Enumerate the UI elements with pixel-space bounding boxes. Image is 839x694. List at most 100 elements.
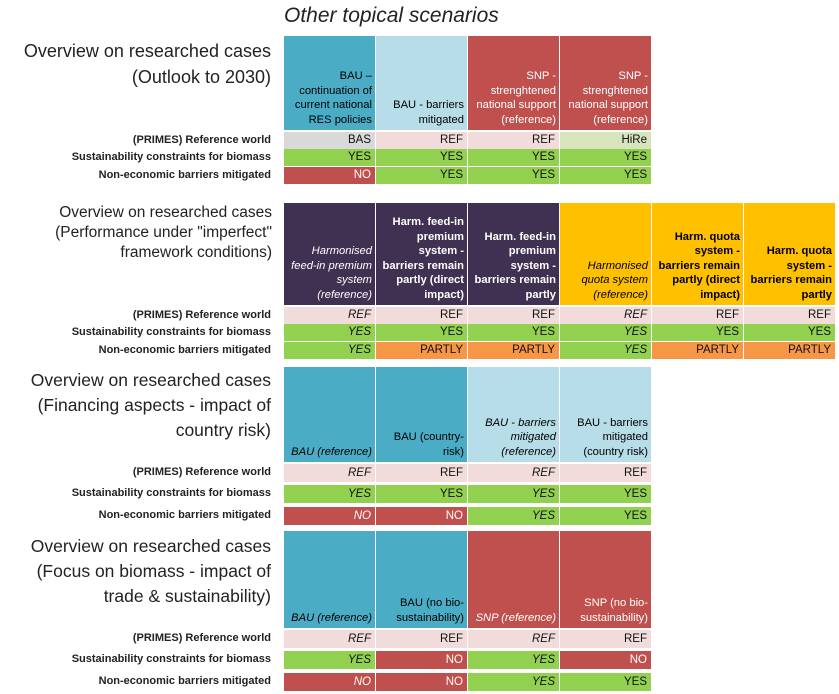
scenario-header-cell: BAU - barriers mitigated [376,36,468,130]
value-cell: REF [284,307,376,324]
scenario-header-text: Harmonised quota system (reference) [581,259,648,301]
value-cell: NO [560,651,652,669]
value-cell: REF [560,630,652,648]
value-cell: PARTLY [744,342,836,359]
value-cell: YES [560,485,652,503]
row-label: (PRIMES) Reference world [132,134,271,146]
section-title: Overview on researched cases (Financing … [30,370,271,440]
value-cell: REF [468,630,560,648]
value-cell: YES [560,149,652,166]
value-cell: YES [284,324,376,341]
value-cell: REF [376,132,468,149]
value-cell: YES [284,149,376,166]
scenario-header-cell: Harmonised feed-in premium system (refer… [284,203,376,305]
section-title: Overview on researched cases (Focus on b… [30,536,271,606]
scenario-header-text: Harm. quota system - barriers remain par… [658,230,740,301]
value-cell: YES [560,167,652,184]
row-label: Sustainability constraints for biomass [71,151,271,163]
value-cell: REF [468,132,560,149]
value-cell: YES [284,342,376,359]
scenario-header-text: BAU (reference) [291,611,372,624]
scenario-header-cell: SNP - strenghtened national support (ref… [468,36,560,130]
scenario-header-cell: BAU - barriers mitigated (country risk) [560,367,652,462]
value-cell: YES [468,167,560,184]
value-cell: YES [468,149,560,166]
value-cell: YES [376,149,468,166]
value-cell: YES [560,673,652,691]
scenario-header-cell: BAU (no bio-sustainability) [376,531,468,628]
value-cell: REF [376,464,468,482]
value-cell: REF [376,307,468,324]
value-cell: NO [376,507,468,525]
scenario-header-cell: Harm. feed-in premium system - barriers … [468,203,560,305]
value-cell: REF [468,464,560,482]
scenario-header-text: SNP - strenghtened national support (ref… [568,70,648,126]
value-cell: REF [652,307,744,324]
value-cell: YES [468,324,560,341]
scenario-header-text: Harm. feed-in premium system - barriers … [382,216,464,301]
scenario-header-cell: SNP (no bio-sustainability) [560,531,652,628]
value-cell: YES [376,167,468,184]
row-label: Sustainability constraints for biomass [71,326,271,338]
value-cell: BAS [284,132,376,149]
value-cell: REF [744,307,836,324]
row-label: Non-economic barriers mitigated [98,675,271,687]
value-cell: HiRe [560,132,652,149]
scenario-header-cell: BAU – continuation of current national R… [284,36,376,130]
value-cell: YES [744,324,836,341]
scenario-header-text: BAU – continuation of current national R… [294,70,372,126]
value-cell: NO [284,673,376,691]
scenario-header-text: SNP (reference) [475,611,556,624]
row-label: Non-economic barriers mitigated [98,169,271,181]
scenario-header-text: Harm. feed-in premium system - barriers … [474,230,556,301]
scenario-header-cell: SNP (reference) [468,531,560,628]
scenario-header-cell: BAU (reference) [284,367,376,462]
section-title: Overview on researched cases (Performanc… [55,204,272,261]
scenario-header-text: SNP (no bio-sustainability) [580,597,648,624]
scenario-header-text: BAU - barriers mitigated (country risk) [577,416,648,458]
value-cell: NO [376,673,468,691]
scenario-header-cell: Harm. feed-in premium system - barriers … [376,203,468,305]
value-cell: REF [560,464,652,482]
value-cell: PARTLY [468,342,560,359]
scenario-header-cell: BAU (country-risk) [376,367,468,462]
value-cell: YES [468,673,560,691]
row-label: (PRIMES) Reference world [132,632,271,644]
value-cell: YES [652,324,744,341]
value-cell: YES [376,485,468,503]
page-title: Other topical scenarios [284,4,499,27]
scenario-header-cell: BAU - barriers mitigated (reference) [468,367,560,462]
value-cell: PARTLY [652,342,744,359]
value-cell: REF [560,307,652,324]
value-cell: REF [284,630,376,648]
scenario-header-text: BAU (reference) [291,445,372,458]
value-cell: NO [284,507,376,525]
value-cell: NO [284,167,376,184]
value-cell: YES [284,485,376,503]
value-cell: YES [468,485,560,503]
scenario-header-cell: SNP - strenghtened national support (ref… [560,36,652,130]
value-cell: YES [376,324,468,341]
section-title: Overview on researched cases (Outlook to… [23,41,271,87]
scenario-header-text: BAU - barriers mitigated (reference) [485,416,556,458]
row-label: Sustainability constraints for biomass [71,487,271,499]
scenario-header-cell: Harm. quota system - barriers remain par… [652,203,744,305]
value-cell: YES [560,507,652,525]
value-cell: REF [468,307,560,324]
row-label: Non-economic barriers mitigated [98,509,271,521]
scenario-header-text: Harm. quota system - barriers remain par… [750,245,832,301]
value-cell: YES [560,342,652,359]
scenario-header-text: BAU (country-risk) [393,431,464,458]
value-cell: YES [468,507,560,525]
scenario-header-text: SNP - strenghtened national support (ref… [476,70,556,126]
value-cell: YES [468,651,560,669]
row-label: (PRIMES) Reference world [132,309,271,321]
value-cell: YES [284,651,376,669]
value-cell: YES [560,324,652,341]
row-label: Sustainability constraints for biomass [71,653,271,665]
scenario-header-cell: Harmonised quota system (reference) [560,203,652,305]
value-cell: REF [284,464,376,482]
value-cell: PARTLY [376,342,468,359]
scenario-header-text: BAU - barriers mitigated [393,99,464,126]
value-cell: REF [376,630,468,648]
